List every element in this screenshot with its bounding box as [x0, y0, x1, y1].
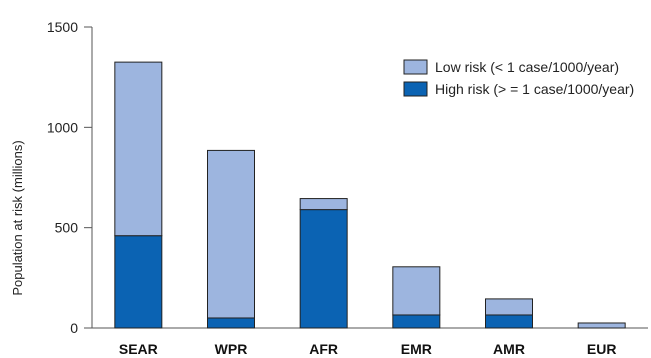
x-category-label: SEAR	[119, 341, 158, 357]
legend: Low risk (< 1 case/1000/year) High risk (…	[403, 59, 634, 97]
legend-label-low-risk: Low risk (< 1 case/1000/year)	[435, 59, 619, 75]
y-axis-title: Population at risk (millions)	[10, 140, 25, 295]
axes: 0 500 1000 1500	[47, 19, 648, 336]
y-tick-label: 500	[55, 220, 79, 236]
y-tick-label: 1500	[47, 19, 78, 35]
y-tick-label: 1000	[47, 119, 78, 135]
bar-wpr-low-risk	[207, 149, 255, 319]
legend-swatch-high-risk	[403, 81, 428, 97]
labels: SEAR WPR AFR EMR AMR EUR	[119, 341, 617, 357]
x-category-label: WPR	[215, 341, 248, 357]
bars	[114, 61, 626, 329]
bar-eur-low-risk	[577, 322, 626, 329]
bar-emr-high-risk	[392, 314, 441, 329]
bar-sear-low-risk	[114, 61, 163, 237]
bar-amr-high-risk	[485, 314, 533, 329]
bar-sear-high-risk	[114, 235, 163, 329]
x-category-label: AMR	[493, 341, 525, 357]
y-tick-label: 0	[70, 320, 78, 336]
bar-amr-low-risk	[485, 298, 533, 316]
x-category-label: AFR	[309, 341, 338, 357]
bar-emr-low-risk	[392, 266, 441, 316]
legend-swatch-low-risk	[403, 59, 428, 75]
bar-afr-low-risk	[299, 198, 348, 211]
bar-afr-high-risk	[299, 209, 348, 329]
x-category-label: EMR	[401, 341, 432, 357]
bar-wpr-high-risk	[207, 317, 255, 329]
x-category-label: EUR	[587, 341, 617, 357]
legend-label-high-risk: High risk (> = 1 case/1000/year)	[435, 81, 634, 97]
